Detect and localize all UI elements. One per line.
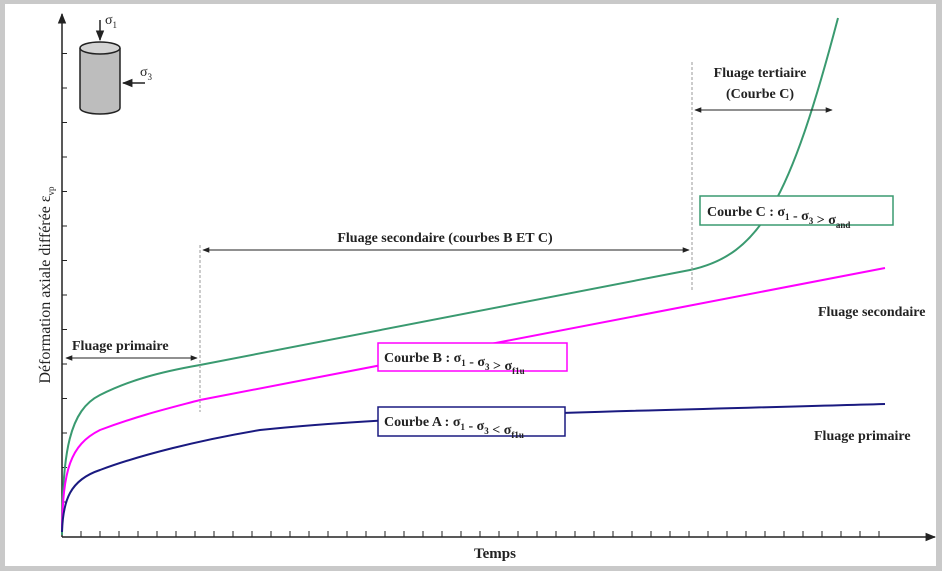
subscript: and (836, 220, 851, 230)
text-part: (Courbe C) (726, 87, 794, 102)
text-part: > σ (813, 213, 836, 228)
text-part: Fluage secondaire (818, 305, 925, 320)
phase-label: Fluage primaire (72, 339, 169, 354)
subscript: f1u (512, 366, 525, 376)
y-axis-label: Déformation axiale différée εvp (37, 186, 56, 384)
text-part: - σ (790, 209, 810, 224)
text-part: Courbe A : σ (384, 415, 461, 430)
side-label: Fluage primaire (814, 429, 911, 444)
text-part: - σ (465, 419, 485, 434)
x-axis-label: Temps (474, 546, 516, 562)
text-part: Fluage primaire (72, 339, 169, 354)
text-part: Courbe C : σ (707, 205, 785, 220)
text-part: Temps (474, 546, 516, 562)
subscript: 1 (113, 20, 118, 30)
subscript: vp (46, 186, 56, 196)
side-label: Fluage secondaire (818, 305, 925, 320)
subscript: f1u (511, 430, 524, 440)
text-part: Courbe B : σ (384, 351, 462, 366)
phase-label: (Courbe C) (726, 87, 794, 102)
text-part: Déformation axiale différée ε (37, 195, 54, 383)
text-part: Fluage secondaire (courbes B ET C) (337, 231, 553, 246)
text-part: < σ (489, 423, 512, 438)
text-part: > σ (490, 359, 513, 374)
phase-label: Fluage secondaire (courbes B ET C) (337, 231, 553, 246)
text-part: Fluage tertiaire (714, 66, 807, 81)
subscript: 3 (148, 72, 153, 82)
text-part: Fluage primaire (814, 429, 911, 444)
phase-label: Fluage tertiaire (714, 66, 807, 81)
diagram: σ1 σ3 Déformation axiale différée εvp Te… (0, 0, 942, 571)
text-part: - σ (466, 355, 486, 370)
